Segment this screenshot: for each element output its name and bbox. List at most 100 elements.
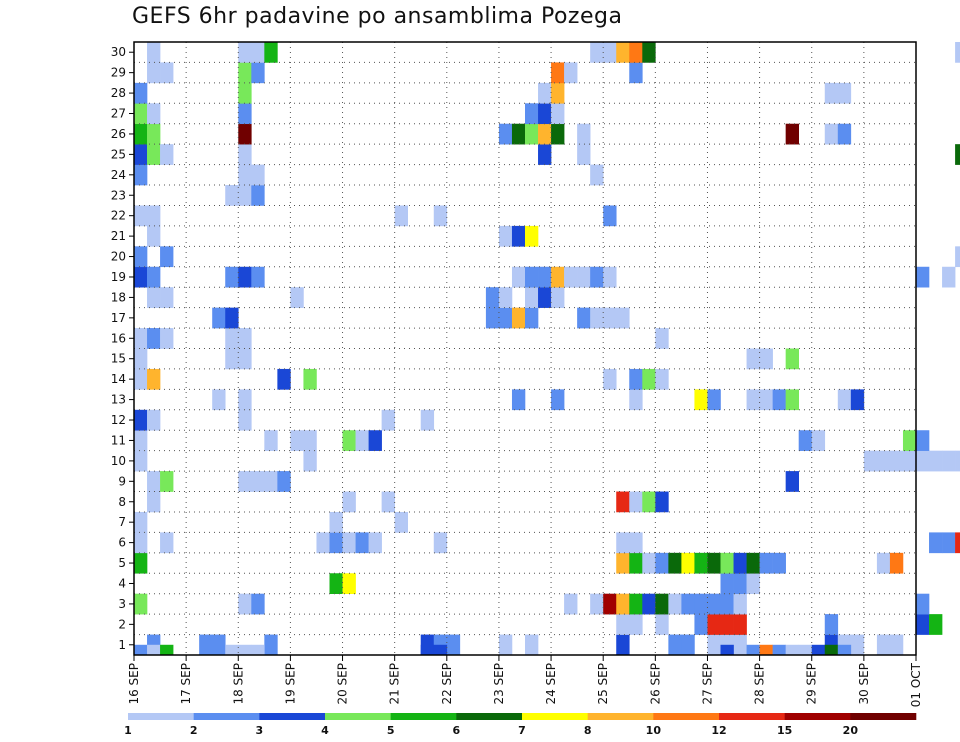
- legend-swatch: [587, 713, 654, 720]
- heatmap-cell: [160, 144, 174, 165]
- heatmap-cell: [889, 634, 904, 656]
- heatmap-cell: [238, 389, 252, 411]
- heatmap-cell: [160, 246, 174, 268]
- legend-swatch: [456, 713, 523, 720]
- heatmap-cell: [525, 103, 539, 125]
- legend-label: 8: [584, 724, 592, 737]
- heatmap-cell: [681, 593, 695, 615]
- heatmap-cell: [147, 287, 161, 308]
- legend-label: 10: [646, 724, 662, 737]
- heatmap-cell: [616, 552, 630, 574]
- y-axis: 1234567891011121314151617181920212223242…: [111, 45, 134, 652]
- heatmap-cell: [160, 62, 174, 84]
- heatmap-cell: [551, 389, 565, 411]
- heatmap-cell: [433, 205, 448, 227]
- heatmap-cell: [342, 430, 356, 451]
- heatmap-cell: [629, 389, 643, 411]
- heatmap-cell: [577, 307, 591, 329]
- heatmap-cell: [238, 103, 252, 125]
- heatmap-cell: [225, 328, 239, 349]
- heatmap-cell: [199, 634, 213, 656]
- heatmap-cell: [212, 307, 226, 329]
- heatmap-cell: [147, 205, 161, 227]
- heatmap-cell: [577, 123, 591, 145]
- heatmap-cell: [251, 164, 265, 186]
- heatmap-cell: [134, 450, 148, 472]
- heatmap-cell: [525, 634, 539, 656]
- heatmap-cell: [342, 573, 356, 594]
- heatmap-cell: [147, 144, 161, 165]
- heatmap-cell: [290, 430, 304, 451]
- heatmap-cell: [863, 450, 878, 472]
- heatmap-cell: [238, 471, 252, 492]
- heatmap-cell: [850, 634, 865, 656]
- heatmap-cell: [134, 593, 148, 615]
- heatmap-cell: [955, 246, 960, 268]
- heatmap-cell: [629, 62, 643, 84]
- heatmap-cell: [655, 614, 669, 635]
- heatmap-cell: [824, 123, 839, 145]
- heatmap-cell: [329, 573, 343, 594]
- heatmap-cell: [668, 552, 682, 574]
- heatmap-cell: [955, 42, 960, 63]
- heatmap-cell: [955, 144, 960, 165]
- y-tick-label: 7: [118, 515, 126, 529]
- heatmap-cell: [329, 511, 343, 533]
- legend-label: 1: [124, 724, 132, 737]
- heatmap-cell: [616, 532, 630, 554]
- chart-title: GEFS 6hr padavine po ansamblima Pozega: [132, 4, 623, 29]
- heatmap-cell: [590, 266, 604, 288]
- heatmap-cell: [525, 307, 539, 329]
- y-tick-label: 14: [111, 372, 126, 386]
- heatmap-cell: [759, 348, 773, 370]
- heatmap-cell: [225, 307, 239, 329]
- heatmap-cell: [538, 103, 552, 125]
- heatmap-cell: [212, 389, 226, 411]
- heatmap-cell: [225, 266, 239, 288]
- heatmap-cell: [446, 634, 461, 656]
- heatmap-cell: [251, 593, 265, 615]
- heatmap-cell: [147, 328, 161, 349]
- heatmap-cell: [264, 42, 278, 63]
- y-tick-label: 27: [111, 107, 126, 121]
- x-tick-label: 01 OCT: [909, 662, 923, 707]
- y-tick-label: 25: [111, 147, 126, 161]
- y-tick-label: 23: [111, 188, 126, 202]
- heatmap-cell: [733, 614, 747, 635]
- heatmap-cell: [433, 532, 448, 554]
- heatmap-cell: [238, 348, 252, 370]
- x-tick-label: 16 SEP: [127, 663, 141, 705]
- color-legend: 1 2 3 4 5 6 7 8 10 12 15 20: [124, 713, 917, 737]
- y-tick-label: 5: [118, 556, 126, 570]
- heatmap-cell: [251, 471, 265, 492]
- heatmap-cell: [707, 634, 721, 656]
- heatmap-cell: [511, 389, 526, 411]
- heatmap-cell: [525, 225, 539, 247]
- heatmap-cell: [707, 389, 721, 411]
- heatmap-cell: [160, 532, 174, 554]
- heatmap-cell: [525, 287, 539, 308]
- heatmap-cell: [772, 389, 786, 411]
- heatmap-cell: [785, 389, 799, 411]
- heatmap-cell: [381, 491, 395, 513]
- x-tick-label: 18 SEP: [231, 663, 245, 705]
- heatmap-cell: [264, 430, 278, 451]
- heatmap-cell: [394, 205, 408, 227]
- y-tick-label: 15: [111, 352, 126, 366]
- heatmap-cell: [616, 614, 630, 635]
- heatmap-cell: [590, 307, 604, 329]
- strip-cell: [785, 644, 799, 655]
- heatmap-cell: [147, 42, 161, 63]
- heatmap-cell: [733, 593, 747, 615]
- y-tick-label: 4: [118, 576, 126, 590]
- heatmap-cell: [564, 266, 578, 288]
- heatmap-cell: [551, 62, 565, 84]
- heatmap-cell: [603, 266, 617, 288]
- legend-swatch: [128, 713, 194, 720]
- y-tick-label: 3: [118, 597, 126, 611]
- y-tick-label: 2: [118, 617, 126, 631]
- heatmap-cell: [147, 266, 161, 288]
- heatmap-cell: [889, 552, 904, 574]
- heatmap-cell: [707, 552, 721, 574]
- heatmap-cell: [668, 634, 682, 656]
